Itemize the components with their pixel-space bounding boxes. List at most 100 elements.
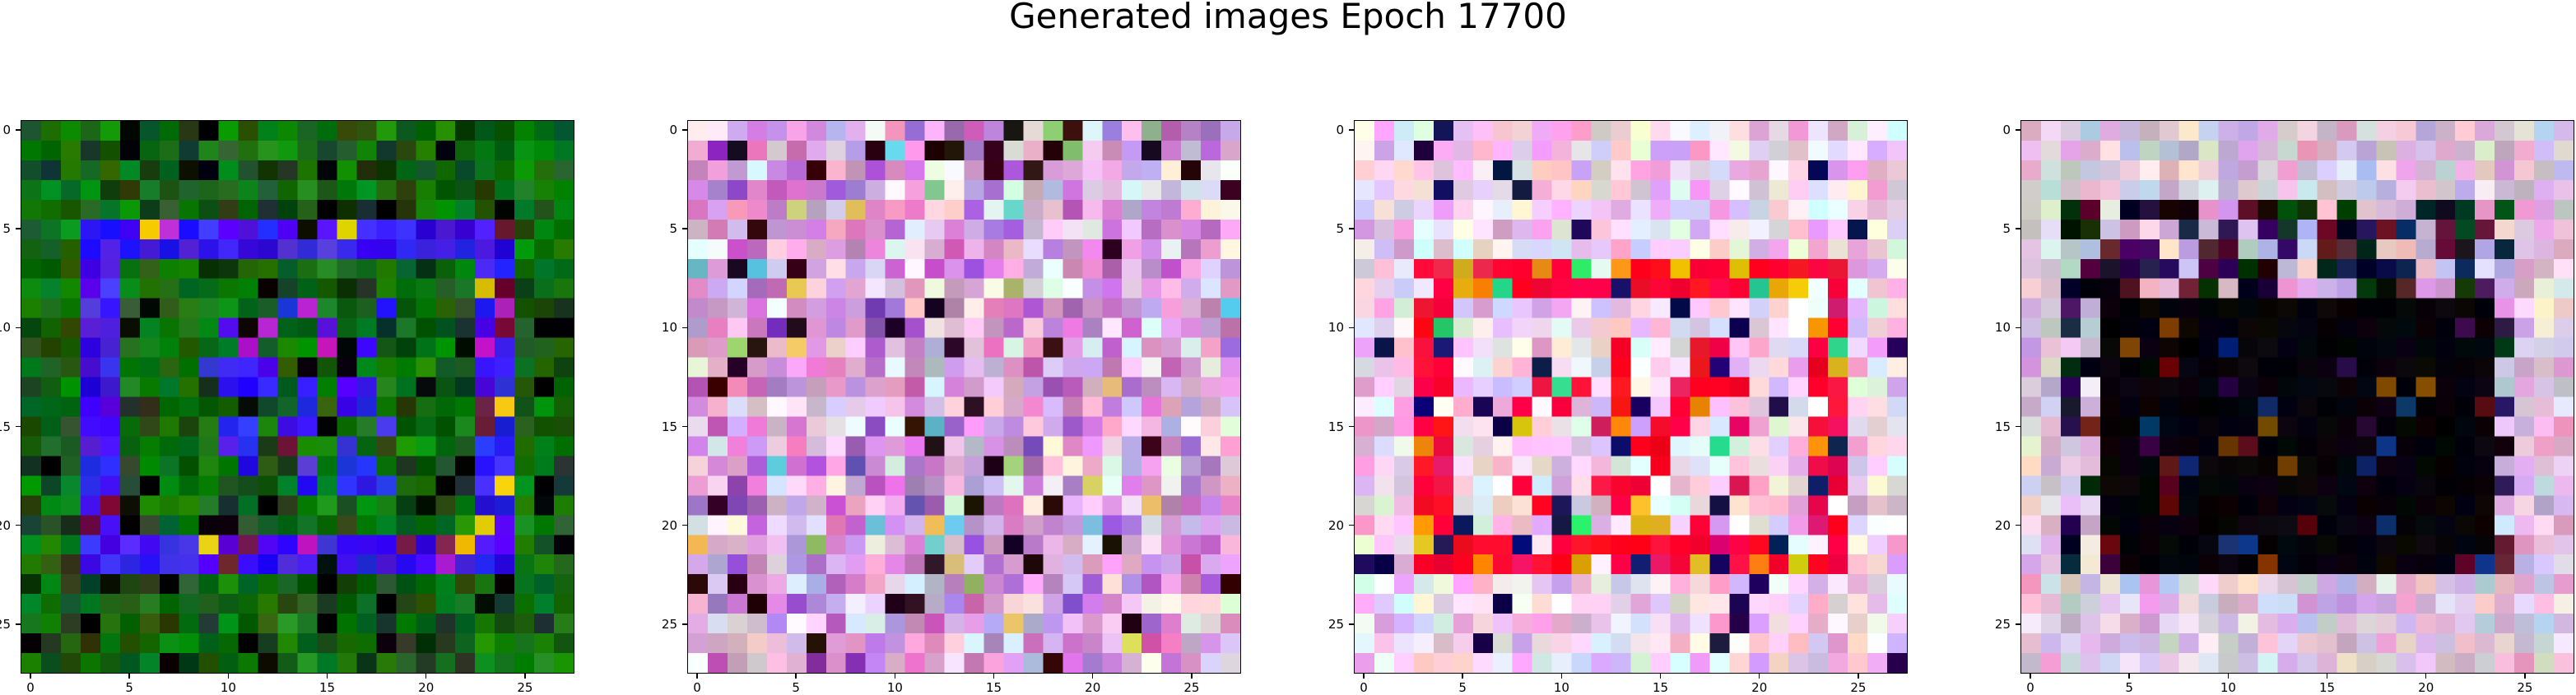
image-4-xtick [2227, 674, 2230, 679]
image-2-ytick [682, 623, 687, 625]
image-2-xtick [795, 674, 797, 679]
image-1-xtick-label: 25 [517, 680, 533, 695]
image-2-xtick [696, 674, 698, 679]
image-2-xtick [894, 674, 896, 679]
image-2-xtick-label: 15 [986, 680, 1002, 695]
image-4-ytick [2016, 425, 2020, 428]
image-1-pixels [21, 121, 574, 673]
image-1-ytick [16, 129, 21, 131]
figure-title: Generated images Epoch 17700 [1009, 0, 1567, 36]
image-3-ytick-label: 5 [1336, 221, 1344, 237]
image-4-ytick [2016, 327, 2020, 329]
image-4-xtick [2425, 674, 2427, 679]
image-1-ytick [16, 524, 21, 526]
image-4-xtick [2326, 674, 2328, 679]
image-3-xtick-label: 10 [1553, 680, 1569, 695]
image-2-xtick-label: 25 [1183, 680, 1200, 695]
image-3-xtick-label: 25 [1850, 680, 1867, 695]
image-2-ytick [682, 129, 687, 131]
image-4-ytick-label: 5 [2002, 221, 2011, 237]
image-3-xtick-label: 0 [1360, 680, 1368, 695]
image-1-plot [21, 120, 574, 674]
image-3-plot [1354, 120, 1908, 674]
image-4-xtick [2524, 674, 2526, 679]
image-4-xtick-label: 0 [2026, 680, 2034, 695]
image-3-ytick-label: 10 [1328, 320, 1344, 336]
image-1-ytick [16, 327, 21, 329]
image-3-pixels [1355, 121, 1907, 673]
image-2-ytick-label: 25 [661, 616, 677, 632]
image-2-xtick-label: 0 [693, 680, 701, 695]
image-3-xtick-label: 5 [1458, 680, 1467, 695]
image-2-xtick-label: 10 [886, 680, 903, 695]
image-2-xtick [1191, 674, 1193, 679]
image-2-ytick [682, 425, 687, 428]
image-4-pixels [2021, 121, 2574, 673]
image-4-xtick-label: 10 [2220, 680, 2236, 695]
image-1-ytick [16, 623, 21, 625]
image-1-ytick-label: 15 [0, 419, 11, 434]
image-2-ytick-label: 20 [661, 517, 677, 533]
image-4-xtick [2128, 674, 2130, 679]
image-1-xtick-label: 10 [220, 680, 236, 695]
image-2-plot [687, 120, 1241, 674]
image-3-ytick [1349, 129, 1354, 131]
image-3-xtick [1858, 674, 1859, 679]
image-4-xtick-label: 15 [2319, 680, 2336, 695]
image-1-ytick-label: 5 [2, 221, 11, 237]
image-3-xtick [1659, 674, 1662, 679]
image-1-xtick [128, 674, 130, 679]
image-3-xtick [1363, 674, 1365, 679]
image-2-xtick [1091, 674, 1094, 679]
image-1-ytick [16, 228, 21, 229]
image-2-ytick-label: 10 [661, 320, 677, 336]
image-4-ytick-label: 20 [1994, 517, 2011, 533]
image-1-xtick-label: 5 [125, 680, 133, 695]
image-3-xtick [1462, 674, 1463, 679]
image-4-ytick-label: 15 [1994, 419, 2011, 434]
image-1-xtick [326, 674, 328, 679]
image-1-ytick-label: 20 [0, 517, 11, 533]
image-1-xtick-label: 0 [26, 680, 35, 695]
image-1-ytick-label: 10 [0, 320, 11, 336]
image-2-ytick-label: 15 [661, 419, 677, 434]
image-2-xtick [993, 674, 995, 679]
image-3-ytick [1349, 524, 1354, 526]
image-4-ytick [2016, 228, 2020, 229]
image-1-ytick-label: 0 [2, 123, 11, 138]
image-4-xtick-label: 5 [2125, 680, 2133, 695]
image-4-ytick [2016, 524, 2020, 526]
image-4-xtick [2030, 674, 2031, 679]
image-1-xtick-label: 20 [418, 680, 435, 695]
image-4-ytick-label: 10 [1994, 320, 2011, 336]
image-2-ytick-label: 5 [669, 221, 677, 237]
image-1-xtick-label: 15 [319, 680, 336, 695]
image-2-ytick [682, 228, 687, 229]
image-2-ytick [682, 524, 687, 526]
image-1-ytick [16, 425, 21, 428]
image-2-ytick [682, 327, 687, 329]
image-4-ytick [2016, 129, 2020, 131]
image-4-xtick-label: 20 [2418, 680, 2434, 695]
image-3-ytick-label: 25 [1328, 616, 1344, 632]
image-3-ytick [1349, 623, 1354, 625]
image-4-ytick-label: 0 [2002, 123, 2011, 138]
image-3-ytick-label: 15 [1328, 419, 1344, 434]
image-3-ytick [1349, 425, 1354, 428]
image-1-ytick-label: 25 [0, 616, 11, 632]
image-3-xtick [1758, 674, 1760, 679]
image-2-xtick-label: 20 [1085, 680, 1101, 695]
image-1-xtick [30, 674, 31, 679]
image-3-xtick [1560, 674, 1563, 679]
image-3-ytick-label: 0 [1336, 123, 1344, 138]
image-2-xtick-label: 5 [792, 680, 800, 695]
image-2-pixels [688, 121, 1240, 673]
image-4-xtick-label: 25 [2517, 680, 2533, 695]
image-4-ytick [2016, 623, 2020, 625]
image-3-xtick-label: 20 [1751, 680, 1768, 695]
image-4-plot [2020, 120, 2574, 674]
image-1-xtick [227, 674, 230, 679]
image-3-xtick-label: 15 [1653, 680, 1669, 695]
image-3-ytick [1349, 228, 1354, 229]
image-1-xtick [425, 674, 427, 679]
